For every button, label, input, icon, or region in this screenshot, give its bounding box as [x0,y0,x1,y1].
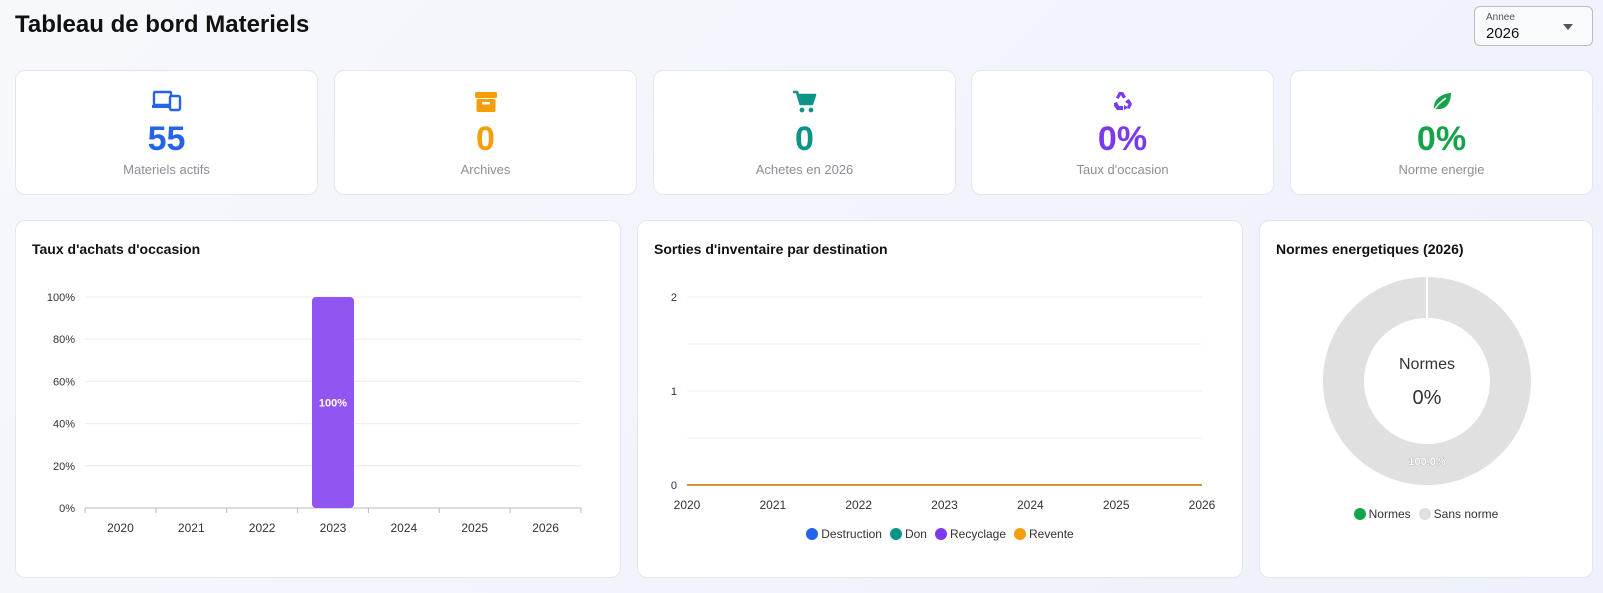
chart-title: Sorties d'inventaire par destination [654,241,888,257]
x-tick-label: 2022 [249,521,276,535]
cart-icon [654,89,955,115]
legend-item[interactable]: Revente [1014,527,1074,541]
legend-label: Sans norme [1433,507,1499,521]
x-tick-label: 2020 [674,498,701,512]
year-select[interactable]: Annee 2026 [1474,6,1593,46]
donut-center-label: Normes [1399,356,1455,373]
x-tick-label: 2022 [845,498,872,512]
x-tick-label: 2021 [178,521,205,535]
legend-item[interactable]: Sans norme [1418,507,1499,521]
pie-slice [1323,277,1531,485]
y-tick-label: 80% [53,334,75,346]
legend-item[interactable]: Don [889,527,927,541]
x-tick-label: 2026 [532,521,559,535]
donut-center-value: 0% [1413,387,1442,409]
x-tick-label: 2021 [759,498,786,512]
kpi-card-energie: 0% Norme energie [1290,70,1593,195]
kpi-card-archives: 0 Archives [334,70,637,195]
x-tick-label: 2024 [1017,498,1044,512]
donut-chart: Normes 0% 100.0% [1323,277,1531,485]
kpi-value: 0 [476,120,495,158]
y-tick-label: 0% [59,503,75,515]
x-tick-label: 2020 [107,521,134,535]
legend-label: Revente [1029,527,1074,541]
legend-label: Don [904,527,927,541]
chart-title: Taux d'achats d'occasion [32,241,201,257]
x-tick-label: 2025 [1103,498,1130,512]
x-tick-label: 2023 [320,521,347,535]
kpi-label: Norme energie [1398,162,1485,177]
line-chart: 0 1 2 2020 2021 2022 2023 2024 2025 2026 [671,292,1216,512]
chart-title: Normes energetiques (2026) [1276,241,1464,257]
legend-swatch [1418,508,1431,520]
legend-swatch [934,528,947,540]
chart-card-occasion: Taux d'achats d'occasion 0% 20% 40% 60% 80% 1… [15,220,621,578]
chevron-down-icon [1563,24,1573,30]
y-tick-label: 1 [671,386,677,398]
x-tick-label: 2026 [1189,498,1216,512]
bar [312,297,354,508]
year-select-value: 2026 [1486,25,1520,42]
x-tick-label: 2023 [931,498,958,512]
chart-card-normes: Normes energetiques (2026) Normes 0% 100.0… [1259,220,1593,578]
kpi-value: 55 [147,120,186,158]
slice-data-label: 100.0% [1408,456,1446,468]
bar-chart: 0% 20% 40% 60% 80% 100% 2020 2021 2022 2023 100% 20… [47,292,582,535]
kpi-value: 0 [795,120,814,158]
kpi-label: Materiels actifs [123,162,210,177]
kpi-card-achetes: 0 Achetes en 2026 [653,70,956,195]
y-tick-label: 0 [671,480,677,492]
legend-label: Recyclage [949,527,1007,541]
recycle-icon [972,89,1273,115]
x-tick-label: 2024 [391,521,418,535]
kpi-card-occasion: 0% Taux d'occasion [971,70,1274,195]
chart-legend: Destruction Don Recyclage Revente [638,527,1242,541]
devices-icon [16,89,317,115]
x-tick-label: 2025 [461,521,488,535]
page-title: Tableau de bord Materiels [15,11,310,38]
legend-item[interactable]: Destruction [806,527,882,541]
kpi-label: Taux d'occasion [1076,162,1169,177]
legend-swatch [806,528,819,540]
legend-swatch [1353,508,1366,520]
kpi-label: Archives [460,162,511,177]
year-select-label: Annee [1486,12,1515,23]
kpi-value: 0% [1097,120,1148,158]
kpi-value: 0% [1416,120,1467,158]
legend-swatch [1014,528,1027,540]
chart-card-sorties: Sorties d'inventaire par destination 0 1 2… [637,220,1243,578]
kpi-card-materiels: 55 Materiels actifs [15,70,318,195]
y-tick-label: 60% [53,376,75,388]
y-tick-label: 100% [47,292,75,304]
y-tick-label: 2 [671,292,677,304]
y-tick-label: 40% [53,419,75,431]
legend-swatch [889,528,902,540]
bar-data-label: 100% [319,398,347,410]
archive-icon [335,89,636,115]
legend-label: Destruction [821,527,882,541]
chart-legend: Normes Sans norme [1260,507,1592,521]
legend-item[interactable]: Recyclage [934,527,1007,541]
y-tick-label: 20% [53,461,75,473]
legend-item[interactable]: Normes [1353,507,1411,521]
kpi-label: Achetes en 2026 [755,162,854,177]
leaf-icon [1291,89,1592,115]
legend-label: Normes [1368,507,1411,521]
